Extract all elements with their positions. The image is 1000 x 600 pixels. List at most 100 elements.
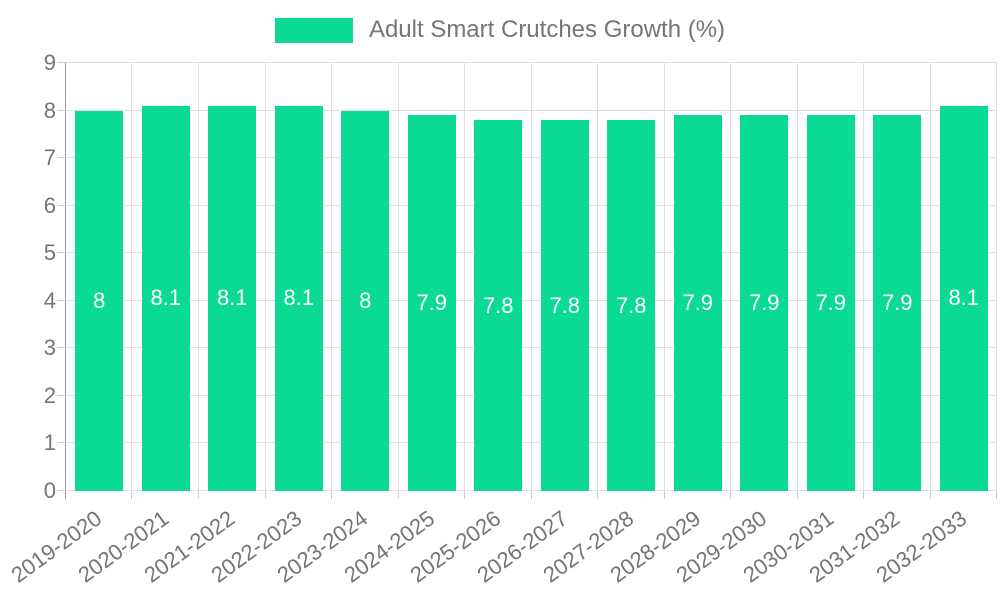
- bar-value-label: 7.9: [682, 290, 714, 316]
- y-axis-label: 4: [43, 287, 56, 313]
- y-axis-label: 8: [43, 97, 56, 123]
- bar-value-label: 7.8: [549, 292, 581, 318]
- gridline-horizontal: [66, 442, 997, 444]
- bar-value-label: 7.9: [748, 290, 780, 316]
- x-axis-tick: [796, 491, 798, 499]
- bar-slot: 7.9: [731, 63, 798, 491]
- x-axis-tick: [863, 491, 864, 499]
- gridline-vertical: [264, 63, 266, 491]
- y-axis-tick: [57, 62, 66, 63]
- bar-value-label: 8.1: [150, 285, 182, 311]
- y-axis-tick: [57, 347, 66, 349]
- x-axis-tick: [131, 491, 133, 499]
- y-axis-tick: [57, 157, 66, 159]
- gridline-vertical: [330, 63, 332, 491]
- bar-slot: 7.9: [399, 63, 466, 491]
- bar[interactable]: 7.8: [607, 120, 656, 491]
- bar[interactable]: 7.9: [806, 115, 855, 491]
- y-axis-label: 1: [43, 430, 56, 456]
- bar[interactable]: 7.9: [873, 115, 922, 491]
- bar[interactable]: 8.1: [274, 105, 323, 491]
- gridline-horizontal: [66, 299, 997, 301]
- bar[interactable]: 8.1: [141, 105, 190, 491]
- bar[interactable]: 7.9: [407, 115, 456, 491]
- x-axis-tick: [663, 491, 665, 499]
- bar[interactable]: 7.8: [474, 120, 523, 491]
- bar[interactable]: 7.9: [740, 115, 789, 491]
- legend-label: Adult Smart Crutches Growth (%): [368, 16, 726, 43]
- bar-slot: 7.8: [465, 63, 532, 491]
- bar-value-label: 7.8: [482, 292, 514, 318]
- gridline-vertical: [596, 63, 598, 491]
- gridline-vertical: [863, 63, 864, 491]
- gridline-vertical: [131, 63, 133, 491]
- gridline-vertical: [530, 63, 532, 491]
- bar-value-label: 8: [93, 287, 106, 313]
- gridline-horizontal: [66, 394, 997, 396]
- gridline-vertical: [397, 63, 399, 491]
- bar[interactable]: 8.1: [208, 105, 257, 491]
- gridline-horizontal: [66, 62, 997, 63]
- y-axis-labels: 0 1 2 3 4 5 6 7 8 9: [0, 50, 56, 503]
- bar[interactable]: 8: [341, 110, 390, 491]
- gridline-vertical: [663, 63, 665, 491]
- gridline-horizontal: [66, 109, 997, 111]
- x-axis-tick: [730, 491, 731, 499]
- gridline-horizontal: [66, 252, 997, 254]
- bar[interactable]: 7.9: [673, 115, 722, 491]
- gridline-vertical: [730, 63, 731, 491]
- y-axis-tick: [57, 442, 66, 444]
- gridline-vertical: [464, 63, 465, 491]
- bar-value-label: 8.1: [283, 285, 315, 311]
- y-axis-label: 2: [43, 382, 56, 408]
- bar-value-label: 7.9: [881, 290, 913, 316]
- gridline-horizontal: [66, 490, 997, 491]
- y-axis-label: 6: [43, 192, 56, 218]
- y-axis-line: [65, 63, 66, 499]
- bar-slot: 8: [66, 63, 133, 491]
- x-axis-tick: [996, 491, 997, 499]
- plot-area: 8 8.1 8.1 8.1 8 7.9 7.8 7.8 7.8 7.9 7.9 7.9 7.9 8.1: [57, 62, 998, 499]
- y-axis-tick: [57, 252, 66, 254]
- y-axis-label: 3: [43, 335, 56, 361]
- bar-slot: 7.9: [864, 63, 931, 491]
- bar-slot: 7.8: [598, 63, 665, 491]
- gridline-horizontal: [66, 347, 997, 349]
- bar-value-label: 7.9: [416, 290, 448, 316]
- y-axis-tick: [57, 299, 66, 301]
- bar-slot: 8.1: [266, 63, 333, 491]
- legend[interactable]: Adult Smart Crutches Growth (%): [0, 14, 1000, 46]
- y-axis-label: 0: [43, 478, 56, 503]
- bar[interactable]: 8: [75, 110, 124, 491]
- y-axis-tick: [57, 394, 66, 396]
- gridline-vertical: [929, 63, 931, 491]
- bar[interactable]: 8.1: [939, 105, 988, 491]
- bar-value-label: 8: [359, 287, 372, 313]
- x-axis-tick: [596, 491, 598, 499]
- y-axis-label: 5: [43, 240, 56, 266]
- bar-slot: 7.8: [532, 63, 599, 491]
- x-axis-tick: [330, 491, 332, 499]
- legend-swatch: [274, 17, 353, 43]
- bar[interactable]: 7.8: [540, 120, 589, 491]
- gridline-vertical: [197, 63, 199, 491]
- gridline-horizontal: [66, 204, 997, 206]
- y-axis-tick: [57, 109, 66, 111]
- gridline-vertical: [796, 63, 798, 491]
- bar-value-label: 8.1: [216, 285, 248, 311]
- bar-slot: 7.9: [665, 63, 732, 491]
- bar-slot: 8.1: [199, 63, 266, 491]
- x-axis-tick: [929, 491, 931, 499]
- gridline-horizontal: [66, 157, 997, 159]
- x-axis-tick: [197, 491, 199, 499]
- x-axis-labels: 2019-2020 2020-2021 2021-2022 2022-2023 2023…: [6, 491, 997, 600]
- bar-slot: 8: [332, 63, 399, 491]
- bar-slot: 8.1: [931, 63, 998, 491]
- bar-slot: 7.9: [798, 63, 865, 491]
- gridline-vertical: [996, 63, 997, 491]
- y-axis-label: 7: [43, 145, 56, 171]
- x-axis-tick: [464, 491, 465, 499]
- bar-value-label: 7.8: [615, 292, 647, 318]
- bar-value-label: 7.9: [815, 290, 847, 316]
